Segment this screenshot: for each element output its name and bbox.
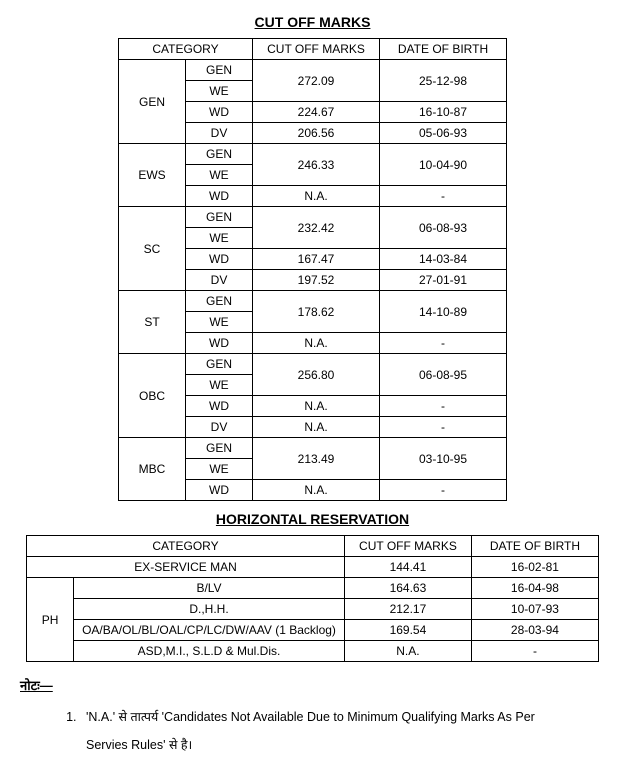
table-row: EX-SERVICE MAN 144.41 16-02-81 <box>27 557 599 578</box>
category-obc: OBC <box>119 354 186 438</box>
cell-marks: N.A. <box>344 641 471 662</box>
table-row: ST GEN 178.62 14-10-89 <box>119 291 507 312</box>
sub-label: GEN <box>186 207 253 228</box>
cell-marks: 206.56 <box>253 123 380 144</box>
category-sc: SC <box>119 207 186 291</box>
sub-label: WE <box>186 165 253 186</box>
cell-dob: 27-01-91 <box>380 270 507 291</box>
cell-dob: 28-03-94 <box>471 620 598 641</box>
sub-label: WD <box>186 396 253 417</box>
note-list: 'N.A.' से तात्पर्य 'Candidates Not Avail… <box>60 704 565 759</box>
cell-dob: - <box>380 186 507 207</box>
cell-dob: 16-04-98 <box>471 578 598 599</box>
table-row: OBC GEN 256.80 06-08-95 <box>119 354 507 375</box>
header-dob: DATE OF BIRTH <box>380 39 507 60</box>
cell-marks: 232.42 <box>253 207 380 249</box>
cell-dob: 16-02-81 <box>471 557 598 578</box>
cell-dob: - <box>471 641 598 662</box>
ph-sub-label: D.,H.H. <box>74 599 345 620</box>
cell-dob: 03-10-95 <box>380 438 507 480</box>
table-header-row: CATEGORY CUT OFF MARKS DATE OF BIRTH <box>27 536 599 557</box>
cell-marks: 178.62 <box>253 291 380 333</box>
category-ews: EWS <box>119 144 186 207</box>
header-category: CATEGORY <box>27 536 345 557</box>
sub-label: DV <box>186 123 253 144</box>
cell-marks: N.A. <box>253 480 380 501</box>
cell-dob: - <box>380 417 507 438</box>
cell-marks: 246.33 <box>253 144 380 186</box>
cell-dob: 05-06-93 <box>380 123 507 144</box>
sub-label: WE <box>186 228 253 249</box>
cell-dob: - <box>380 396 507 417</box>
cell-marks: 164.63 <box>344 578 471 599</box>
cell-marks: 169.54 <box>344 620 471 641</box>
sub-label: WD <box>186 249 253 270</box>
table-row: GEN GEN 272.09 25-12-98 <box>119 60 507 81</box>
sub-label: WE <box>186 375 253 396</box>
sub-label: DV <box>186 417 253 438</box>
sub-label: DV <box>186 270 253 291</box>
cutoff-title: CUT OFF MARKS <box>20 14 605 30</box>
header-cutoff: CUT OFF MARKS <box>253 39 380 60</box>
sub-label: WD <box>186 333 253 354</box>
ph-sub-label: B/LV <box>74 578 345 599</box>
horizontal-title: HORIZONTAL RESERVATION <box>20 511 605 527</box>
cell-marks: 256.80 <box>253 354 380 396</box>
cell-dob: - <box>380 480 507 501</box>
header-cutoff: CUT OFF MARKS <box>344 536 471 557</box>
cell-marks: 213.49 <box>253 438 380 480</box>
table-row: OA/BA/OL/BL/OAL/CP/LC/DW/AAV (1 Backlog)… <box>27 620 599 641</box>
note-label: नोटः— <box>20 676 605 694</box>
ph-sub-label: OA/BA/OL/BL/OAL/CP/LC/DW/AAV (1 Backlog) <box>74 620 345 641</box>
cell-marks: N.A. <box>253 333 380 354</box>
cell-dob: 10-07-93 <box>471 599 598 620</box>
cell-dob: 10-04-90 <box>380 144 507 186</box>
cell-dob: 25-12-98 <box>380 60 507 102</box>
ex-service-label: EX-SERVICE MAN <box>27 557 345 578</box>
cell-marks: N.A. <box>253 186 380 207</box>
ph-sub-label: ASD,M.I., S.L.D & Mul.Dis. <box>74 641 345 662</box>
cell-marks: 197.52 <box>253 270 380 291</box>
horizontal-table: CATEGORY CUT OFF MARKS DATE OF BIRTH EX-… <box>26 535 599 662</box>
sub-label: GEN <box>186 354 253 375</box>
table-row: D.,H.H. 212.17 10-07-93 <box>27 599 599 620</box>
sub-label: GEN <box>186 438 253 459</box>
table-row: PH B/LV 164.63 16-04-98 <box>27 578 599 599</box>
cell-marks: 272.09 <box>253 60 380 102</box>
table-row: EWS GEN 246.33 10-04-90 <box>119 144 507 165</box>
sub-label: GEN <box>186 291 253 312</box>
sub-label: GEN <box>186 144 253 165</box>
ph-label: PH <box>27 578 74 662</box>
cell-marks: 167.47 <box>253 249 380 270</box>
sub-label: WD <box>186 186 253 207</box>
category-gen: GEN <box>119 60 186 144</box>
sub-label: GEN <box>186 60 253 81</box>
sub-label: WD <box>186 102 253 123</box>
category-st: ST <box>119 291 186 354</box>
sub-label: WE <box>186 459 253 480</box>
sub-label: WD <box>186 480 253 501</box>
cutoff-table: CATEGORY CUT OFF MARKS DATE OF BIRTH GEN… <box>118 38 507 501</box>
cell-dob: - <box>380 333 507 354</box>
table-row: ASD,M.I., S.L.D & Mul.Dis. N.A. - <box>27 641 599 662</box>
cell-dob: 06-08-95 <box>380 354 507 396</box>
note-item: 'N.A.' से तात्पर्य 'Candidates Not Avail… <box>80 704 565 759</box>
cell-dob: 06-08-93 <box>380 207 507 249</box>
cell-marks: 224.67 <box>253 102 380 123</box>
table-row: MBC GEN 213.49 03-10-95 <box>119 438 507 459</box>
category-mbc: MBC <box>119 438 186 501</box>
header-dob: DATE OF BIRTH <box>471 536 598 557</box>
cell-dob: 14-03-84 <box>380 249 507 270</box>
header-category: CATEGORY <box>119 39 253 60</box>
table-header-row: CATEGORY CUT OFF MARKS DATE OF BIRTH <box>119 39 507 60</box>
cell-marks: N.A. <box>253 396 380 417</box>
cell-marks: N.A. <box>253 417 380 438</box>
sub-label: WE <box>186 81 253 102</box>
cell-marks: 212.17 <box>344 599 471 620</box>
sub-label: WE <box>186 312 253 333</box>
cell-dob: 14-10-89 <box>380 291 507 333</box>
cell-marks: 144.41 <box>344 557 471 578</box>
table-row: SC GEN 232.42 06-08-93 <box>119 207 507 228</box>
cell-dob: 16-10-87 <box>380 102 507 123</box>
